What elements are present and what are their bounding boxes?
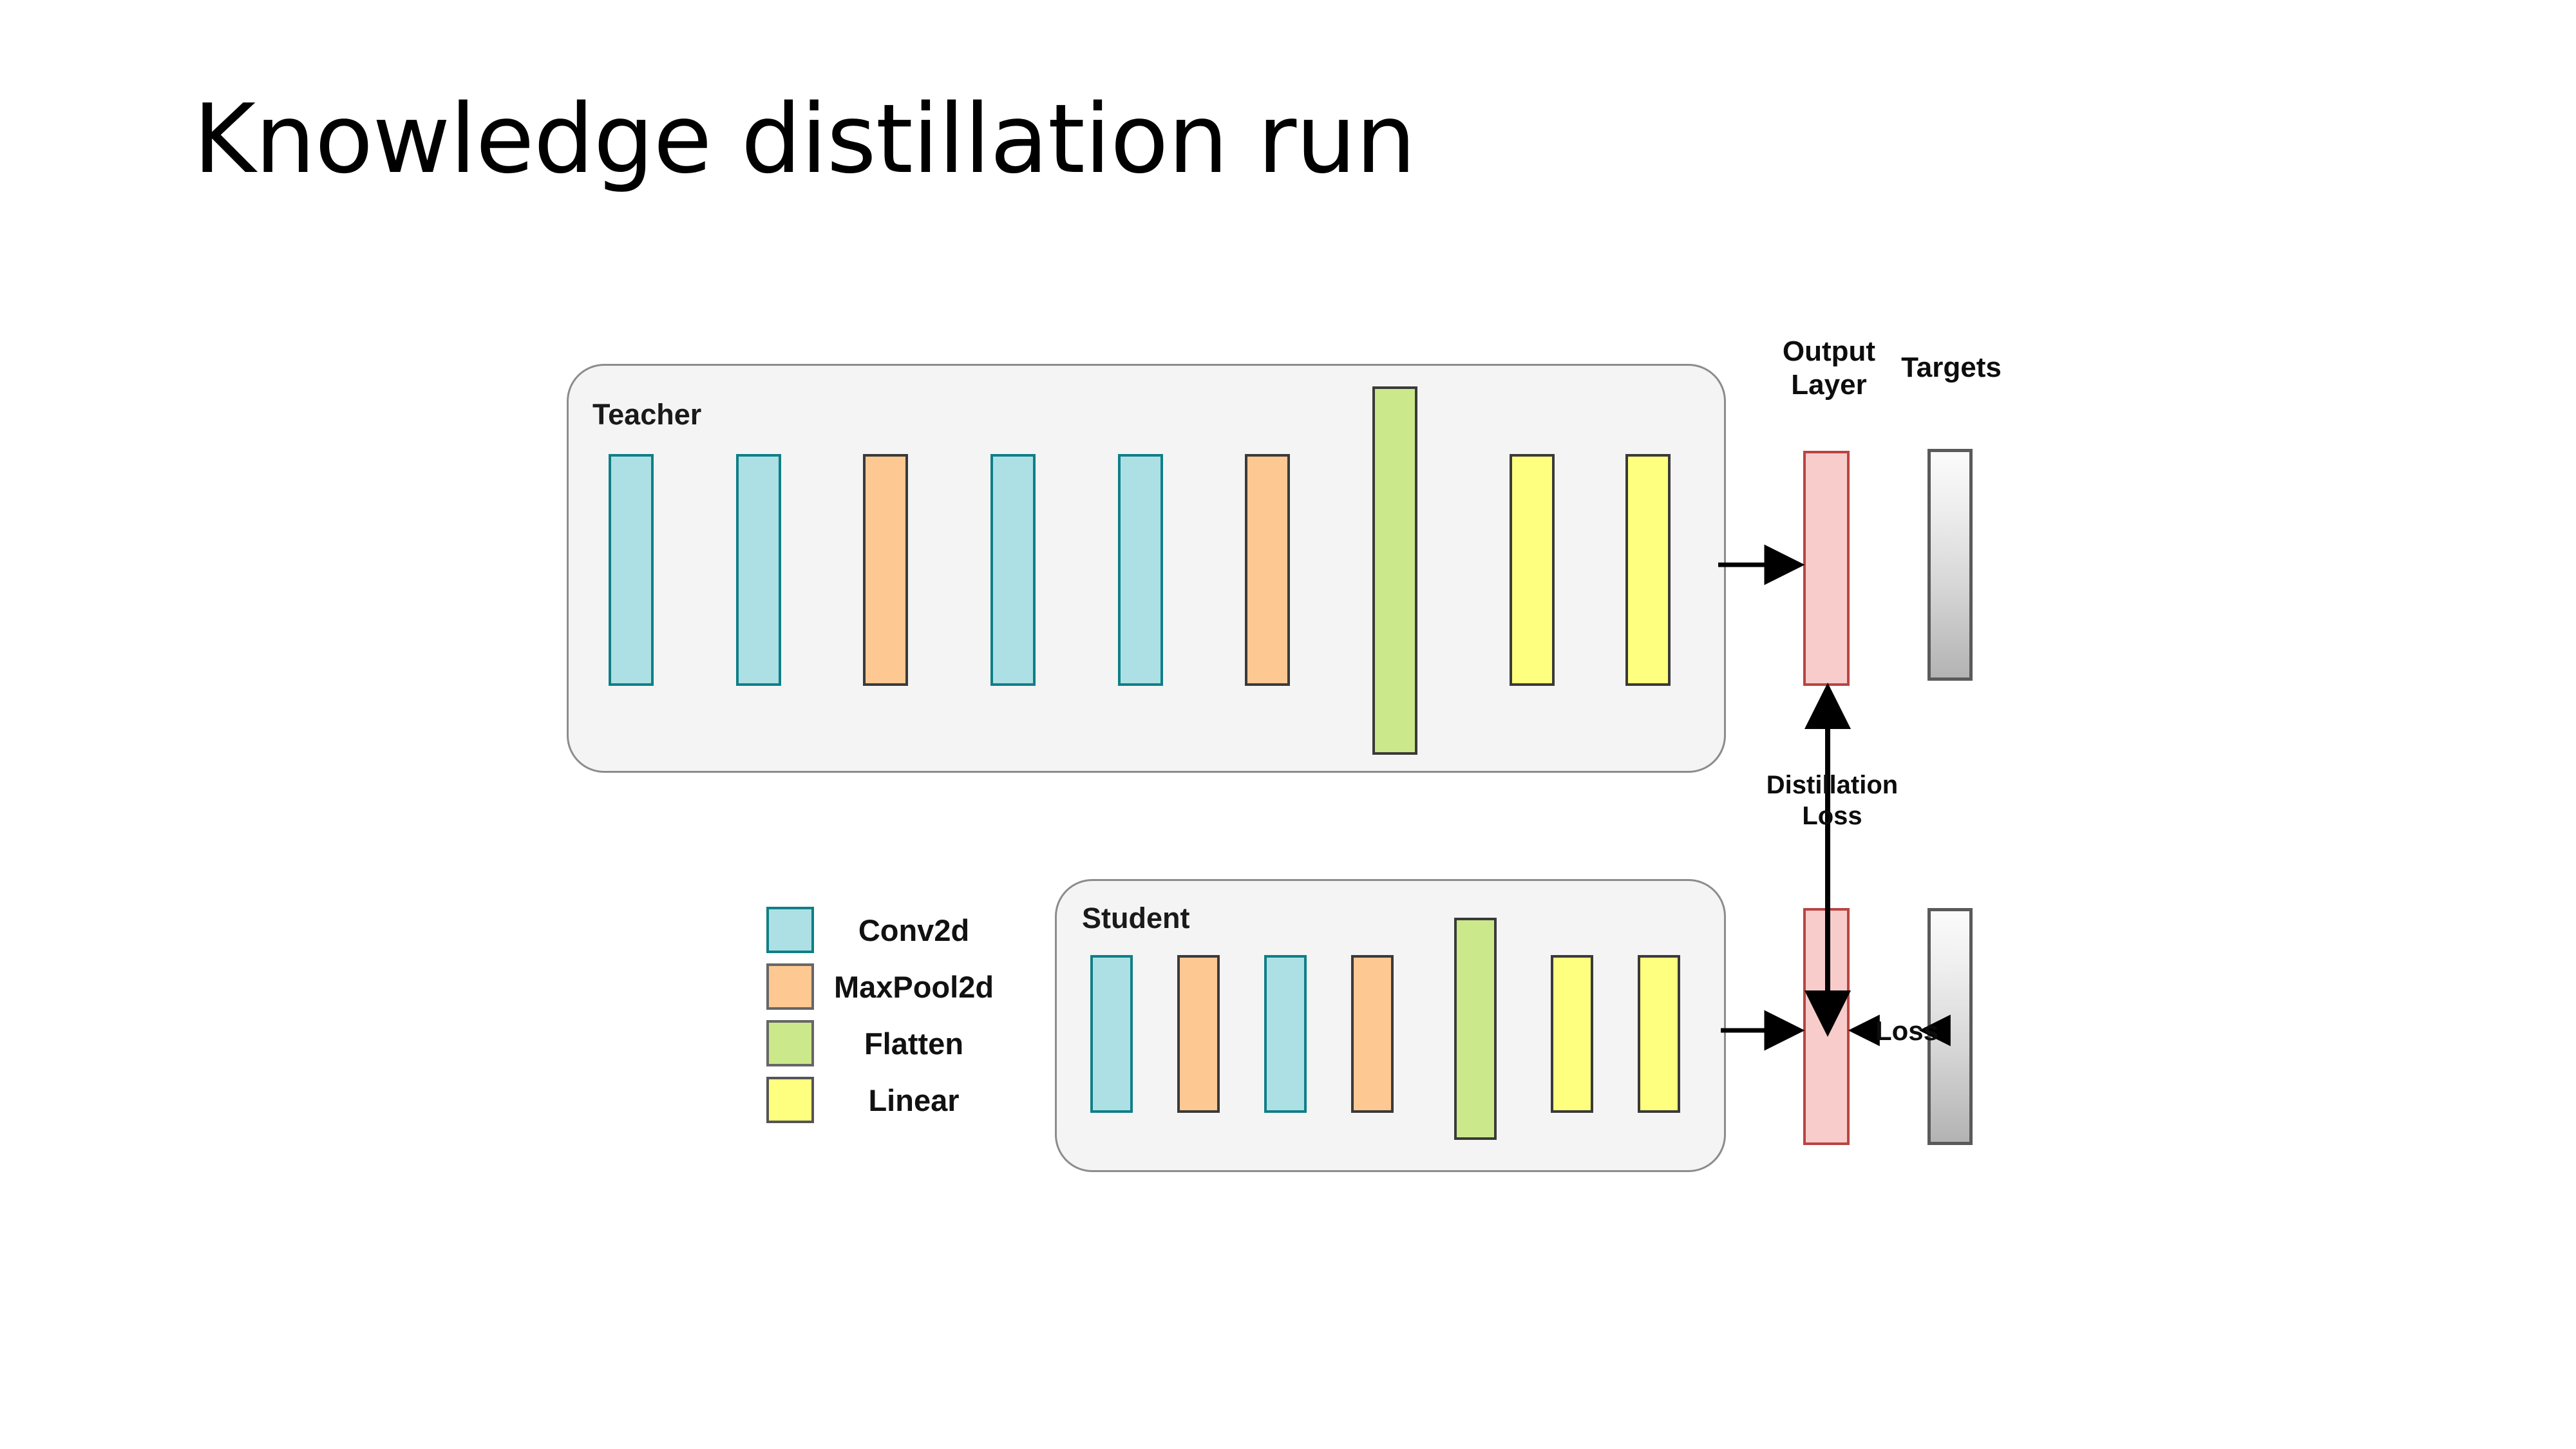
legend-swatch-maxpool2d-icon <box>766 963 814 1010</box>
page-title: Knowledge distillation run <box>193 84 1416 194</box>
legend-swatch-conv2d-icon <box>766 907 814 953</box>
output-layer-heading: Output Layer <box>1782 336 1876 401</box>
legend-label-linear: Linear <box>868 1083 960 1117</box>
legend-item-maxpool2d[interactable]: MaxPool2d <box>766 958 1014 1015</box>
targets-heading: Targets <box>1901 352 2002 383</box>
student-output-layer-bar[interactable] <box>1803 908 1850 1145</box>
teacher-layer-linear-1[interactable] <box>1510 454 1555 686</box>
teacher-targets-bar[interactable] <box>1927 449 1973 681</box>
teacher-layer-conv2d-4[interactable] <box>1118 454 1163 686</box>
student-layer-flatten[interactable] <box>1454 918 1497 1140</box>
teacher-layer-conv2d-3[interactable] <box>990 454 1036 686</box>
teacher-layer-conv2d-2[interactable] <box>736 454 781 686</box>
student-layer-maxpool2d-1[interactable] <box>1177 955 1220 1113</box>
legend-label-flatten: Flatten <box>864 1026 964 1061</box>
teacher-layer-maxpool2d-1[interactable] <box>863 454 908 686</box>
student-layer-maxpool2d-2[interactable] <box>1351 955 1394 1113</box>
teacher-layer-linear-2[interactable] <box>1625 454 1671 686</box>
teacher-label: Teacher <box>592 398 702 431</box>
legend-swatch-linear-icon <box>766 1077 814 1123</box>
loss-label: Loss <box>1875 1016 1939 1046</box>
student-layer-linear-2[interactable] <box>1638 955 1680 1113</box>
student-layer-conv2d-2[interactable] <box>1264 955 1307 1113</box>
legend-label-conv2d: Conv2d <box>858 913 970 947</box>
teacher-layer-conv2d-1[interactable] <box>609 454 654 686</box>
legend: Conv2d MaxPool2d Flatten Linear <box>766 902 1014 1128</box>
legend-item-flatten[interactable]: Flatten <box>766 1015 1014 1072</box>
student-layer-conv2d-1[interactable] <box>1090 955 1133 1113</box>
legend-swatch-flatten-icon <box>766 1020 814 1066</box>
teacher-output-layer-bar[interactable] <box>1803 451 1850 686</box>
distillation-loss-label: Distillation Loss <box>1766 771 1899 830</box>
student-label: Student <box>1082 902 1190 934</box>
student-layer-linear-1[interactable] <box>1551 955 1593 1113</box>
legend-item-linear[interactable]: Linear <box>766 1072 1014 1128</box>
legend-label-maxpool2d: MaxPool2d <box>833 969 994 1004</box>
legend-item-conv2d[interactable]: Conv2d <box>766 902 1014 958</box>
teacher-layer-flatten[interactable] <box>1372 386 1417 755</box>
teacher-layer-maxpool2d-2[interactable] <box>1245 454 1290 686</box>
